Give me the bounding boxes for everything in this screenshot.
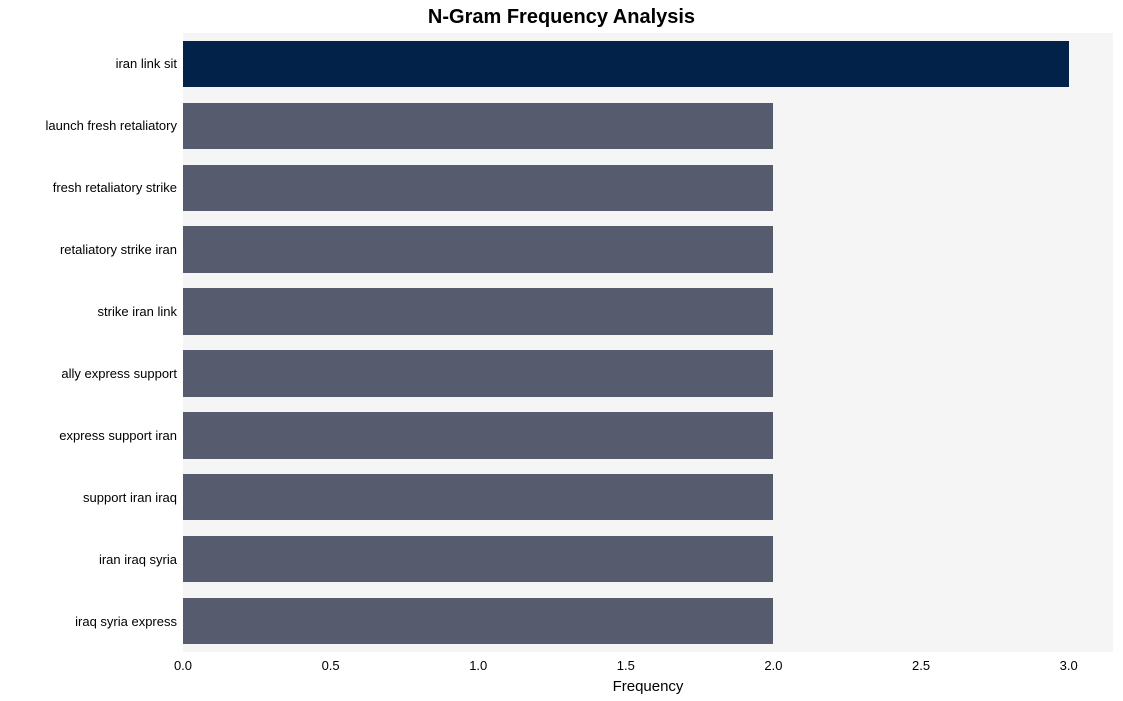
x-tick-label: 1.5 bbox=[606, 658, 646, 673]
y-tick-label: iran iraq syria bbox=[99, 552, 177, 567]
y-tick-label: retaliatory strike iran bbox=[60, 242, 177, 257]
y-tick-label: fresh retaliatory strike bbox=[53, 180, 177, 195]
bar bbox=[183, 412, 773, 458]
y-tick-label: iraq syria express bbox=[75, 614, 177, 629]
y-tick-label: launch fresh retaliatory bbox=[45, 118, 177, 133]
chart-title: N-Gram Frequency Analysis bbox=[0, 6, 1123, 29]
x-tick-label: 2.5 bbox=[901, 658, 941, 673]
x-tick-label: 2.0 bbox=[753, 658, 793, 673]
x-tick-label: 1.0 bbox=[458, 658, 498, 673]
y-tick-label: ally express support bbox=[61, 366, 177, 381]
x-tick-label: 0.0 bbox=[163, 658, 203, 673]
bar bbox=[183, 41, 1069, 87]
bar bbox=[183, 165, 773, 211]
y-tick-label: strike iran link bbox=[98, 304, 177, 319]
x-tick-label: 3.0 bbox=[1049, 658, 1089, 673]
x-axis-label: Frequency bbox=[183, 678, 1113, 695]
plot-area bbox=[183, 33, 1113, 652]
y-tick-label: support iran iraq bbox=[83, 490, 177, 505]
y-tick-label: iran link sit bbox=[116, 56, 177, 71]
bar bbox=[183, 226, 773, 272]
bar bbox=[183, 598, 773, 644]
bar bbox=[183, 350, 773, 396]
y-tick-label: express support iran bbox=[59, 428, 177, 443]
bar bbox=[183, 536, 773, 582]
bar bbox=[183, 474, 773, 520]
bar bbox=[183, 288, 773, 334]
ngram-frequency-chart: N-Gram Frequency Analysis Frequency 0.0 0… bbox=[0, 0, 1123, 701]
bar bbox=[183, 103, 773, 149]
x-tick-label: 0.5 bbox=[311, 658, 351, 673]
